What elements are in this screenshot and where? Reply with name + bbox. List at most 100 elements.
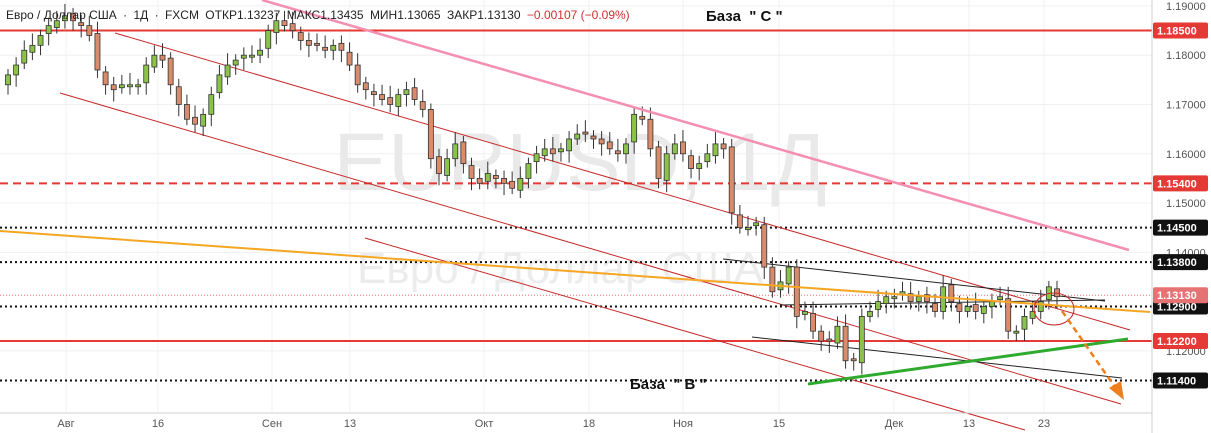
candle-down bbox=[354, 64, 361, 86]
candle-down bbox=[614, 150, 621, 155]
watermark-ticker: EURUSD, 1Д bbox=[334, 117, 827, 208]
candle-up bbox=[452, 143, 459, 160]
x-tick-label: 15 bbox=[773, 418, 785, 430]
candle-down bbox=[102, 71, 109, 86]
candle-up bbox=[249, 54, 255, 58]
candle-down bbox=[720, 143, 727, 150]
candle-up bbox=[533, 153, 540, 163]
pink-resistance-line bbox=[261, 0, 1130, 252]
x-tick-label: 16 bbox=[152, 418, 164, 430]
candle-down bbox=[956, 303, 963, 312]
y-tick-label: 1.15000 bbox=[1166, 198, 1206, 210]
candle-down bbox=[728, 146, 735, 214]
candle-down bbox=[427, 109, 434, 160]
candle-up bbox=[801, 311, 808, 315]
candle-up bbox=[753, 222, 760, 227]
candle-up bbox=[623, 143, 629, 155]
candle-up bbox=[45, 25, 52, 34]
candle-down bbox=[582, 131, 589, 135]
base-c-label: База " С " bbox=[706, 8, 783, 25]
candle-down bbox=[167, 57, 174, 86]
candle-up bbox=[671, 143, 678, 155]
candle-down bbox=[460, 141, 467, 165]
candle-down bbox=[972, 304, 979, 312]
candle-up bbox=[395, 94, 402, 107]
candle-down bbox=[78, 22, 85, 27]
candle-up bbox=[29, 44, 36, 53]
candle-down bbox=[606, 141, 613, 150]
candle-up bbox=[663, 153, 670, 181]
candle-up bbox=[696, 163, 703, 169]
candle-up bbox=[135, 84, 142, 88]
base-b-label: База " В " bbox=[630, 376, 707, 393]
candle-up bbox=[37, 35, 44, 46]
candle-up bbox=[21, 49, 28, 64]
candle-down bbox=[411, 87, 418, 100]
candle-up bbox=[118, 84, 125, 89]
price-box bbox=[1153, 333, 1208, 350]
current-price-label: 1.13130 bbox=[1157, 290, 1197, 302]
green-support-line bbox=[807, 337, 1129, 386]
candle-down bbox=[826, 338, 833, 342]
x-tick-label: Авг bbox=[57, 418, 74, 430]
current-price-box bbox=[1153, 287, 1208, 304]
candle-down bbox=[810, 313, 816, 332]
candle-down bbox=[842, 325, 849, 362]
highlight-circle bbox=[1033, 292, 1075, 326]
candle-up bbox=[265, 30, 272, 49]
candle-down bbox=[492, 175, 499, 179]
price-box bbox=[1153, 219, 1208, 236]
channel-lines bbox=[59, 32, 1131, 431]
candle-up bbox=[224, 64, 231, 78]
y-tick-label: 1.16000 bbox=[1166, 149, 1206, 161]
candle-down bbox=[305, 40, 312, 46]
candle-up bbox=[558, 148, 564, 153]
close-value: ЗАКР1.13130 bbox=[446, 8, 521, 22]
candle-down bbox=[509, 180, 516, 189]
candles[interactable] bbox=[5, 3, 1060, 375]
candle-down bbox=[948, 284, 955, 303]
candle-up bbox=[858, 315, 865, 364]
x-tick-label: Дек bbox=[885, 418, 904, 430]
candle-up bbox=[541, 148, 548, 157]
candle-up bbox=[13, 64, 20, 76]
price-box-label: 1.12900 bbox=[1157, 302, 1197, 314]
candle-up bbox=[940, 286, 947, 312]
candle-down bbox=[647, 118, 654, 150]
symbol-name[interactable]: Евро / Доллар США bbox=[6, 8, 117, 22]
low-value: МИН1.13065 bbox=[369, 8, 441, 22]
watermark: EURUSD, 1Д Евро / Доллар США bbox=[334, 117, 827, 293]
candle-up bbox=[989, 301, 995, 307]
trend-overlays bbox=[0, 0, 1151, 400]
candle-down bbox=[436, 156, 442, 174]
y-tick-label: 1.17000 bbox=[1166, 99, 1206, 111]
price-box bbox=[1153, 22, 1208, 39]
candle-down bbox=[590, 135, 597, 140]
candle-down bbox=[346, 51, 353, 66]
candle-down bbox=[297, 32, 304, 41]
candle-up bbox=[704, 153, 711, 163]
y-tick-label: 1.18000 bbox=[1166, 50, 1206, 62]
candle-down bbox=[314, 42, 320, 46]
chart-header: Евро / Доллар США · 1Д · FXCM ОТКР1.1323… bbox=[6, 8, 630, 22]
high-value: МАКС1.13435 bbox=[286, 8, 364, 22]
candle-up bbox=[330, 44, 337, 51]
candle-down bbox=[680, 141, 686, 155]
candle-down bbox=[387, 97, 394, 105]
timeframe[interactable]: 1Д bbox=[133, 8, 149, 22]
candle-down bbox=[501, 178, 507, 184]
projection-arrow-line bbox=[1060, 310, 1119, 391]
candle-up bbox=[62, 15, 68, 22]
candle-up bbox=[257, 49, 264, 56]
watermark-name: Евро / Доллар США bbox=[357, 244, 764, 293]
candle-down bbox=[175, 86, 182, 105]
candle-down bbox=[598, 138, 605, 145]
candle-down bbox=[159, 54, 166, 61]
candle-up bbox=[151, 54, 158, 68]
candle-up bbox=[1021, 315, 1028, 330]
channel-line bbox=[59, 92, 1122, 405]
y-tick-label: 1.19000 bbox=[1166, 1, 1206, 13]
candle-up bbox=[1037, 301, 1044, 312]
